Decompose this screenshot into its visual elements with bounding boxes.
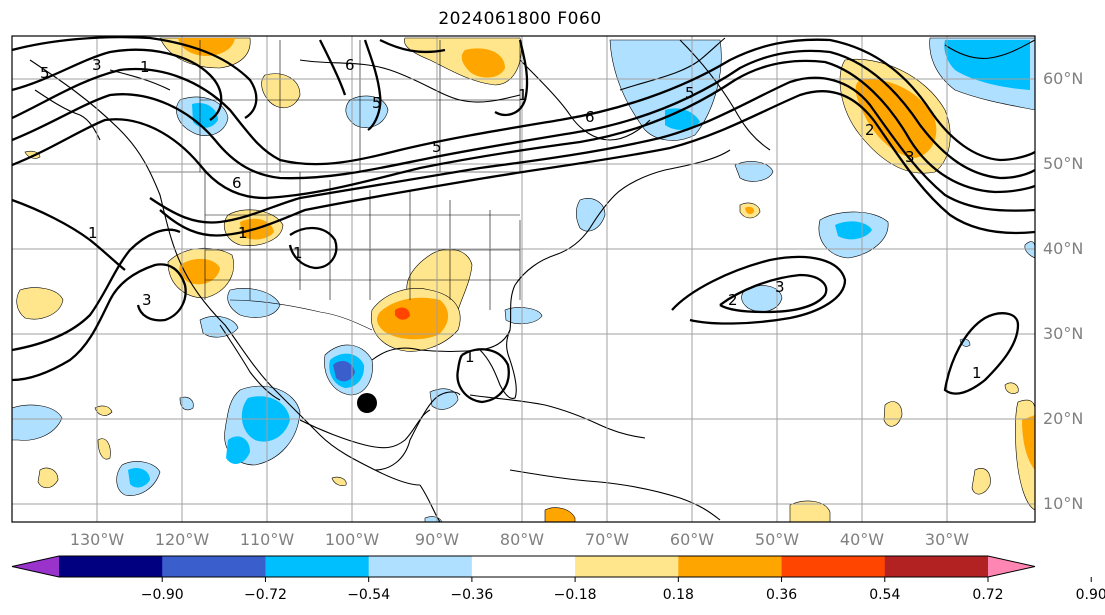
colorbar-segment [678,556,783,577]
colorbar-outline [11,555,1036,578]
colorbar-segment [781,556,886,577]
contour-label: 6 [232,174,242,192]
lon-label: 50°W [755,530,799,549]
lon-label: 120°W [155,530,210,549]
longitude-labels: 130°W 120°W 110°W 100°W 90°W 80°W 70°W 6… [70,530,969,549]
contour-label: 1 [140,58,150,76]
map-frame [11,35,1036,523]
colorbar-segment [265,556,370,577]
colorbar-segment [59,556,163,577]
contour-label: 6 [345,56,355,74]
colorbar-segment [884,556,989,577]
colorbar-tick-label: −0.90 [141,587,184,603]
contour-label: 1 [238,224,248,242]
contour-label: 1 [518,86,528,104]
lon-label: 40°W [840,530,884,549]
lon-label: 70°W [585,530,629,549]
colorbar-segment [471,556,576,577]
contour-label: 1 [88,224,98,242]
coastlines [29,37,1035,522]
lon-label: 30°W [925,530,969,549]
contour-label: 1 [465,348,475,366]
contour-label: 3 [905,148,915,166]
contour-label: 1 [972,364,982,382]
contour-label: 3 [142,291,152,309]
contour-label: 3 [92,56,102,74]
colorbar-tick-label: −0.72 [244,587,287,603]
colorbar-tick-label: 0.36 [766,587,797,603]
colorbar-tick-label: 0.90 [1076,587,1105,603]
colorbar-tick-label: −0.18 [554,587,597,603]
lon-label: 130°W [70,530,125,549]
gridlines [12,36,1035,522]
lon-label: 110°W [240,530,295,549]
lat-label: 30°N [1043,324,1083,343]
colorbar-tick-label: 0.18 [663,587,694,603]
lat-label: 60°N [1043,69,1083,88]
contour-label: 2 [728,291,738,309]
colorbar-segment [368,556,473,577]
lon-label: 80°W [500,530,544,549]
colorbar-extend-high [988,556,1035,577]
colorbar-segment [575,556,679,577]
colorbar-tick-label: −0.54 [347,587,390,603]
contour-label: 5 [40,64,50,82]
contour-label: 6 [585,108,595,126]
lon-label: 100°W [325,530,380,549]
map-title: 2024061800 F060 [438,9,602,29]
lon-label: 60°W [670,530,714,549]
colorbar: −0.90 −0.72 −0.54 −0.36 −0.18 0.18 0.36 0.54 0.7… [11,555,1105,603]
lat-label: 40°N [1043,239,1083,258]
colorbar-tick-label: 0.54 [869,587,900,603]
colorbar-extend-low [12,556,59,577]
lat-label: 50°N [1043,154,1083,173]
contour-lines [12,36,1035,404]
contour-label: 5 [372,94,382,112]
contour-label: 5 [685,84,695,102]
lon-label: 90°W [415,530,459,549]
contour-label: 1 [293,244,303,262]
contour-label: 3 [775,278,785,296]
lat-label: 20°N [1043,409,1083,428]
contour-labels: 5 3 1 6 5 5 6 6 5 1 1 3 1 2 3 2 1 1 3 1 [40,56,982,382]
contour-label: 5 [432,138,442,156]
colorbar-tick-label: 0.72 [972,587,1003,603]
latitude-labels: 60°N 50°N 40°N 30°N 20°N 10°N [1043,69,1083,513]
colorbar-tick-label: −0.36 [450,587,493,603]
contour-label: 2 [865,121,875,139]
lat-label: 10°N [1043,494,1083,513]
colorbar-segment [162,556,266,577]
storm-position-marker [357,393,377,413]
